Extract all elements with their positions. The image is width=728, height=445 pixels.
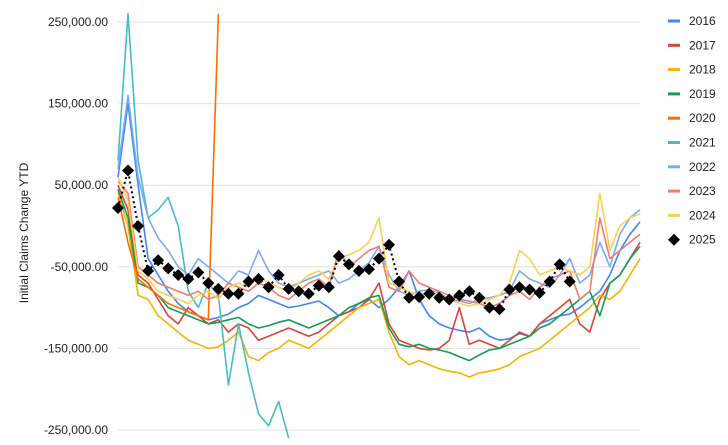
y-axis-label: Initial Claims Change YTD xyxy=(17,162,31,303)
legend-label: 2016 xyxy=(689,14,716,28)
legend-swatch xyxy=(668,233,680,246)
legend-label: 2018 xyxy=(689,63,716,77)
y-tick-label: 150,000.00 xyxy=(48,97,108,111)
series-line-2020 xyxy=(117,13,220,321)
data-point-2025 xyxy=(493,303,506,316)
data-point-2025 xyxy=(443,293,456,306)
data-point-2025 xyxy=(423,287,436,300)
series-line-2019 xyxy=(117,189,641,362)
data-point-2025 xyxy=(533,286,546,299)
legend-swatch xyxy=(668,116,680,120)
data-point-2025 xyxy=(433,291,446,304)
legend-swatch xyxy=(668,165,680,169)
legend-label: 2020 xyxy=(689,111,716,125)
data-point-2025 xyxy=(202,277,215,290)
data-point-2025 xyxy=(453,289,466,302)
data-point-2025 xyxy=(383,238,396,251)
data-point-2025 xyxy=(222,287,235,300)
legend-swatch xyxy=(668,92,680,96)
data-point-2025 xyxy=(413,290,426,303)
y-tick-label: -250,000.00 xyxy=(44,423,108,437)
data-point-2025 xyxy=(302,287,315,300)
y-tick-labels: 250,000.00 150,000.00 50,000.00 -50,000.00 -… xyxy=(44,15,108,437)
data-point-2025 xyxy=(543,275,556,288)
data-point-2025 xyxy=(352,264,365,277)
data-point-2025 xyxy=(373,252,385,265)
series-line-2023 xyxy=(117,180,641,309)
legend-label: 2023 xyxy=(689,184,716,198)
legend-label: 2019 xyxy=(689,87,716,101)
data-point-2025 xyxy=(513,281,526,294)
data-point-2025 xyxy=(563,275,576,288)
data-point-2025 xyxy=(473,291,486,304)
legend-label: 2017 xyxy=(689,38,716,52)
data-point-2025 xyxy=(332,250,345,263)
data-point-2025 xyxy=(262,281,275,294)
legend-swatch xyxy=(668,213,680,217)
legend-label: 2021 xyxy=(689,136,716,150)
legend-label: 2024 xyxy=(689,208,716,222)
data-point-2025 xyxy=(292,285,305,298)
data-point-2025 xyxy=(483,301,496,314)
data-point-2025 xyxy=(393,275,406,288)
series-line-2025 xyxy=(117,169,571,311)
data-point-2025 xyxy=(152,254,165,267)
series-2025-markers xyxy=(112,164,576,316)
data-point-2025 xyxy=(212,282,225,295)
data-point-2025 xyxy=(322,281,335,294)
series-lines xyxy=(117,13,641,439)
legend-swatch xyxy=(668,19,680,23)
legend-swatch xyxy=(668,189,680,193)
data-point-2025 xyxy=(132,220,145,232)
data-point-2025 xyxy=(523,283,536,296)
legend-label: 2025 xyxy=(689,233,716,247)
data-point-2025 xyxy=(122,164,135,177)
data-point-2025 xyxy=(252,273,265,286)
data-point-2025 xyxy=(182,273,195,286)
data-point-2025 xyxy=(242,275,255,288)
y-tick-label: 50,000.00 xyxy=(55,178,109,192)
legend-swatch xyxy=(668,68,680,72)
series-line-2024 xyxy=(117,176,641,307)
data-point-2025 xyxy=(312,279,325,292)
y-tick-label: -150,000.00 xyxy=(44,341,108,355)
legend-swatch xyxy=(668,43,680,47)
data-point-2025 xyxy=(192,266,205,279)
data-point-2025 xyxy=(403,291,416,304)
legend: 2016 2017 2018 2019 2020 2021 2022 2023 2024 2025 xyxy=(668,14,716,247)
legend-label: 2022 xyxy=(689,160,716,174)
series-line-2017 xyxy=(117,184,641,351)
data-point-2025 xyxy=(342,258,355,271)
y-tick-label: -50,000.00 xyxy=(51,260,109,274)
gridlines xyxy=(118,21,640,431)
data-point-2025 xyxy=(282,282,295,295)
series-line-2018 xyxy=(117,193,641,378)
data-point-2025 xyxy=(503,283,516,296)
legend-swatch xyxy=(668,141,680,144)
data-point-2025 xyxy=(272,268,285,281)
y-tick-label: 250,000.00 xyxy=(48,15,108,29)
data-point-2025 xyxy=(463,285,476,298)
data-point-2025 xyxy=(172,268,185,281)
data-point-2025 xyxy=(553,258,566,271)
data-point-2025 xyxy=(362,263,375,276)
data-point-2025 xyxy=(142,264,155,277)
data-point-2025 xyxy=(112,202,124,215)
data-point-2025 xyxy=(162,262,175,275)
data-point-2025 xyxy=(232,287,245,300)
